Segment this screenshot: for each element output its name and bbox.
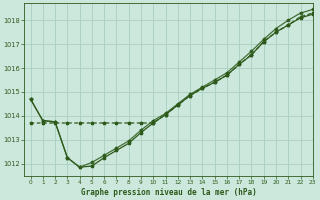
X-axis label: Graphe pression niveau de la mer (hPa): Graphe pression niveau de la mer (hPa)	[81, 188, 256, 197]
